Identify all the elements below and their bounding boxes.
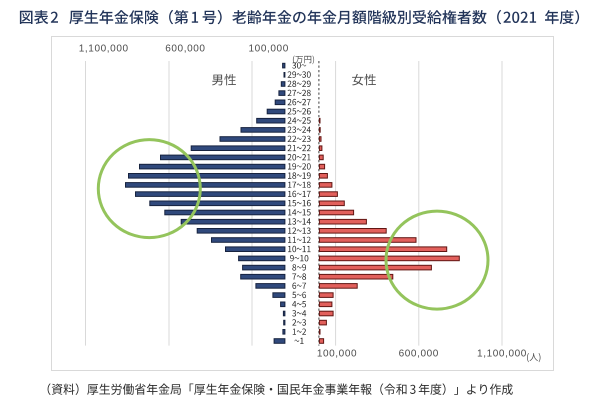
svg-text:100,000: 100,000: [317, 348, 357, 359]
svg-text:600,000: 600,000: [165, 44, 205, 55]
svg-text:600,000: 600,000: [399, 348, 439, 359]
svg-text:1,100,000: 1,100,000: [477, 348, 527, 359]
svg-text:1,100,000: 1,100,000: [79, 44, 129, 55]
svg-text:100,000: 100,000: [249, 44, 289, 55]
